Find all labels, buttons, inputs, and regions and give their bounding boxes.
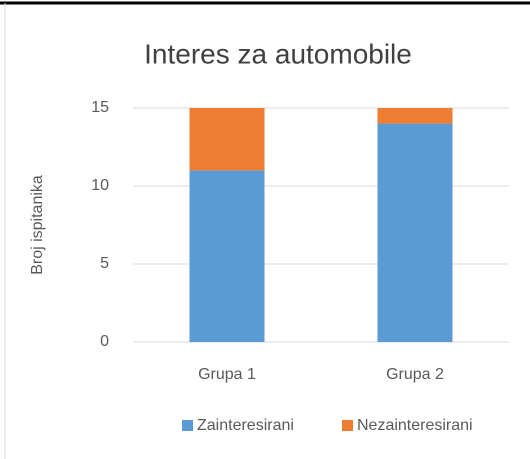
legend-label: Zainteresirani — [197, 417, 294, 434]
y-tick-label: 15 — [91, 99, 109, 116]
y-axis-label: Broj ispitanika — [29, 175, 46, 275]
legend-swatch — [342, 420, 353, 431]
y-tick-label: 10 — [91, 177, 109, 194]
bar-segment — [189, 108, 265, 171]
legend-swatch — [182, 420, 193, 431]
legend-label: Nezainteresirani — [357, 417, 473, 434]
bar-segment — [377, 123, 453, 342]
y-tick-label: 0 — [100, 333, 109, 350]
y-tick-label: 5 — [100, 255, 109, 272]
x-tick-label: Grupa 1 — [198, 366, 256, 383]
bar-segment — [189, 170, 265, 342]
chart-title: Interes za automobile — [144, 38, 412, 69]
bar-segment — [377, 108, 453, 124]
x-tick-label: Grupa 2 — [386, 366, 444, 383]
